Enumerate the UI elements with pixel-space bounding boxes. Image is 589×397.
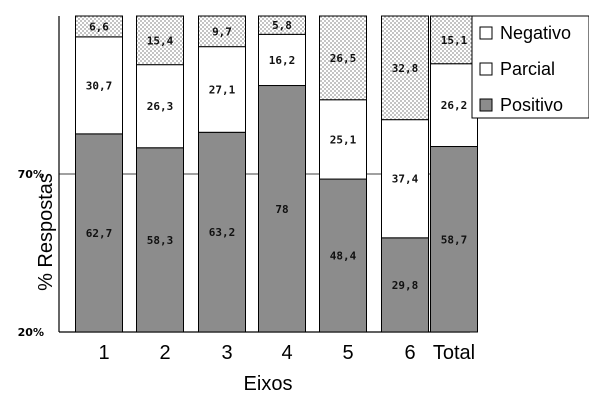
data-label: 26,2 [441, 99, 468, 112]
data-label: 63,2 [209, 226, 236, 239]
bar-segment-negativo [75, 15, 123, 38]
legend-label-parcial: Parcial [500, 59, 555, 79]
y-tick-label: 20% [18, 326, 44, 339]
legend-label-positivo: Positivo [500, 95, 563, 115]
x-tick-label: 6 [404, 342, 415, 364]
legend-label-negativo: Negativo [500, 23, 571, 43]
bar-segment-positivo [258, 85, 306, 333]
bar-segment-positivo [319, 178, 367, 333]
data-label: 62,7 [86, 227, 113, 240]
bar-segment-parcial [381, 119, 429, 239]
legend: Negativo Parcial Positivo [471, 15, 589, 119]
legend-swatch-parcial [479, 62, 493, 76]
bar-segment-parcial [198, 46, 246, 133]
bar-segment-positivo [381, 237, 429, 333]
data-label: 26,5 [330, 52, 357, 65]
data-label: 58,3 [147, 234, 174, 247]
data-label: 27,1 [209, 83, 236, 96]
bar-segment-negativo [136, 15, 184, 66]
bars-layer [75, 15, 478, 333]
x-tick-label: 4 [281, 342, 292, 364]
bar-segment-negativo [319, 15, 367, 101]
bar-segment-positivo [75, 133, 123, 333]
bar-segment-negativo [381, 15, 429, 121]
y-axis-title: % Respostas [35, 173, 57, 291]
legend-swatch-negativo [479, 26, 493, 40]
data-label: 26,3 [147, 100, 174, 113]
bar-segment-parcial [75, 36, 123, 135]
data-label: 37,4 [392, 173, 419, 186]
legend-swatch-positivo [479, 98, 493, 112]
x-axis-title: Eixos [244, 373, 293, 395]
bar-segment-negativo [430, 15, 478, 65]
data-label: 78 [275, 203, 288, 216]
y-tick-label: 70% [18, 168, 44, 181]
x-tick-label: 2 [159, 342, 170, 364]
data-label: 25,1 [330, 133, 357, 146]
data-label: 15,1 [441, 34, 468, 47]
data-label: 30,7 [86, 79, 113, 92]
data-label: 5,8 [272, 19, 292, 32]
x-tick-label: 3 [221, 342, 232, 364]
data-label: 15,4 [147, 34, 174, 47]
data-label: 9,7 [212, 25, 232, 38]
data-label: 32,8 [392, 62, 419, 75]
bar-segment-positivo [198, 131, 246, 333]
data-label: 48,4 [330, 250, 357, 263]
bar-segment-negativo [258, 15, 306, 35]
x-tick-label: 1 [98, 342, 109, 364]
bar-segment-parcial [319, 99, 367, 180]
bar-segment-negativo [198, 15, 246, 48]
data-label: 16,2 [269, 54, 296, 67]
x-ticks-layer: 1 2 3 4 5 6 Total [98, 342, 475, 364]
data-labels-layer: 62,7 30,7 6,6 58,3 26,3 15,4 63,2 27,1 9,7 78 16,2… [86, 19, 468, 292]
x-tick-label: Total [433, 342, 475, 364]
x-tick-label: 5 [342, 342, 353, 364]
data-label: 29,8 [392, 279, 419, 292]
data-label: 58,7 [441, 233, 468, 246]
bar-segment-positivo [430, 146, 478, 333]
bar-segment-parcial [430, 63, 478, 148]
data-label: 6,6 [89, 20, 109, 33]
